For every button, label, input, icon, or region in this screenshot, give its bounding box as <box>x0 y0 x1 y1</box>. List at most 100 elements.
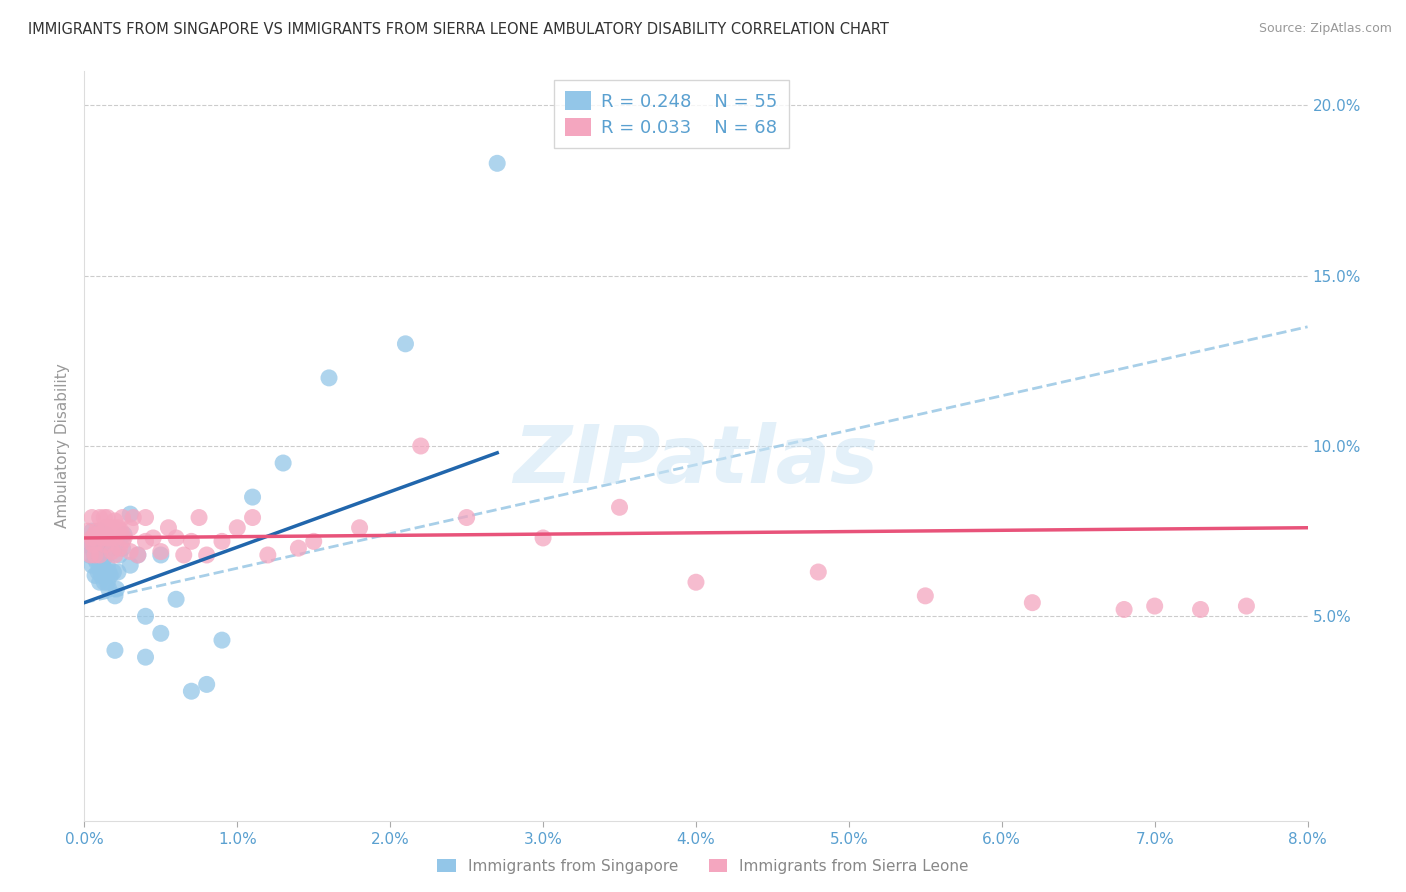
Y-axis label: Ambulatory Disability: Ambulatory Disability <box>55 364 70 528</box>
Immigrants from Singapore <box>96 558 118 573</box>
Immigrants from Sierra Leone <box>76 524 98 538</box>
Immigrants from Sierra Leone <box>104 531 127 545</box>
Immigrants from Singapore <box>79 534 101 549</box>
Immigrants from Singapore <box>104 643 127 657</box>
Immigrants from Singapore <box>84 568 107 582</box>
Immigrants from Singapore <box>111 541 134 556</box>
Immigrants from Singapore <box>127 548 149 562</box>
Immigrants from Singapore <box>89 575 111 590</box>
Text: IMMIGRANTS FROM SINGAPORE VS IMMIGRANTS FROM SIERRA LEONE AMBULATORY DISABILITY : IMMIGRANTS FROM SINGAPORE VS IMMIGRANTS … <box>28 22 889 37</box>
Immigrants from Sierra Leone <box>84 527 107 541</box>
Immigrants from Singapore <box>86 541 108 556</box>
Immigrants from Singapore <box>112 527 135 541</box>
Immigrants from Sierra Leone <box>97 521 120 535</box>
Immigrants from Singapore <box>486 156 509 170</box>
Immigrants from Singapore <box>318 371 340 385</box>
Legend: Immigrants from Singapore, Immigrants from Sierra Leone: Immigrants from Singapore, Immigrants fr… <box>432 853 974 880</box>
Immigrants from Sierra Leone <box>685 575 707 590</box>
Immigrants from Singapore <box>80 558 103 573</box>
Immigrants from Sierra Leone <box>409 439 432 453</box>
Immigrants from Sierra Leone <box>807 565 830 579</box>
Immigrants from Sierra Leone <box>105 527 128 541</box>
Immigrants from Sierra Leone <box>531 531 554 545</box>
Immigrants from Singapore <box>87 565 110 579</box>
Immigrants from Sierra Leone <box>149 544 172 558</box>
Immigrants from Sierra Leone <box>111 510 134 524</box>
Immigrants from Sierra Leone <box>142 531 165 545</box>
Immigrants from Singapore <box>195 677 218 691</box>
Immigrants from Singapore <box>135 650 157 665</box>
Immigrants from Sierra Leone <box>89 510 111 524</box>
Immigrants from Sierra Leone <box>180 534 202 549</box>
Immigrants from Singapore <box>89 561 111 575</box>
Immigrants from Singapore <box>108 548 131 562</box>
Immigrants from Sierra Leone <box>1114 602 1136 616</box>
Immigrants from Sierra Leone <box>120 521 142 535</box>
Immigrants from Singapore <box>76 538 98 552</box>
Immigrants from Sierra Leone <box>101 544 124 558</box>
Immigrants from Sierra Leone <box>195 548 218 562</box>
Immigrants from Sierra Leone <box>107 521 129 535</box>
Immigrants from Sierra Leone <box>157 521 180 535</box>
Immigrants from Singapore <box>211 633 233 648</box>
Immigrants from Sierra Leone <box>173 548 195 562</box>
Immigrants from Singapore <box>98 568 121 582</box>
Immigrants from Sierra Leone <box>122 510 145 524</box>
Immigrants from Sierra Leone <box>112 531 135 545</box>
Immigrants from Sierra Leone <box>1021 596 1043 610</box>
Legend: R = 0.248    N = 55, R = 0.033    N = 68: R = 0.248 N = 55, R = 0.033 N = 68 <box>554 80 789 148</box>
Immigrants from Sierra Leone <box>80 510 103 524</box>
Immigrants from Sierra Leone <box>104 514 127 528</box>
Immigrants from Singapore <box>87 548 110 562</box>
Immigrants from Sierra Leone <box>609 500 631 515</box>
Immigrants from Sierra Leone <box>89 548 111 562</box>
Immigrants from Sierra Leone <box>110 524 132 538</box>
Immigrants from Sierra Leone <box>211 534 233 549</box>
Immigrants from Sierra Leone <box>188 510 211 524</box>
Immigrants from Singapore <box>93 575 115 590</box>
Immigrants from Singapore <box>107 565 129 579</box>
Immigrants from Sierra Leone <box>120 544 142 558</box>
Immigrants from Sierra Leone <box>94 521 117 535</box>
Immigrants from Singapore <box>83 544 105 558</box>
Immigrants from Singapore <box>89 524 111 538</box>
Immigrants from Singapore <box>135 609 157 624</box>
Immigrants from Sierra Leone <box>456 510 478 524</box>
Immigrants from Sierra Leone <box>108 541 131 556</box>
Immigrants from Sierra Leone <box>80 531 103 545</box>
Immigrants from Singapore <box>91 541 114 556</box>
Immigrants from Sierra Leone <box>101 527 124 541</box>
Immigrants from Sierra Leone <box>79 548 101 562</box>
Immigrants from Sierra Leone <box>87 534 110 549</box>
Immigrants from Singapore <box>90 568 112 582</box>
Immigrants from Singapore <box>394 336 416 351</box>
Immigrants from Singapore <box>97 565 120 579</box>
Immigrants from Sierra Leone <box>257 548 280 562</box>
Immigrants from Singapore <box>83 531 105 545</box>
Immigrants from Sierra Leone <box>127 548 149 562</box>
Immigrants from Sierra Leone <box>914 589 936 603</box>
Immigrants from Singapore <box>80 524 103 538</box>
Immigrants from Sierra Leone <box>165 531 187 545</box>
Immigrants from Singapore <box>96 575 118 590</box>
Immigrants from Singapore <box>94 565 117 579</box>
Immigrants from Sierra Leone <box>1236 599 1258 613</box>
Immigrants from Singapore <box>103 565 125 579</box>
Immigrants from Singapore <box>77 548 100 562</box>
Immigrants from Singapore <box>101 541 124 556</box>
Immigrants from Sierra Leone <box>93 510 115 524</box>
Immigrants from Sierra Leone <box>77 534 100 549</box>
Immigrants from Singapore <box>149 548 172 562</box>
Immigrants from Sierra Leone <box>94 538 117 552</box>
Text: ZIPatlas: ZIPatlas <box>513 422 879 500</box>
Immigrants from Sierra Leone <box>349 521 371 535</box>
Immigrants from Sierra Leone <box>84 548 107 562</box>
Text: Source: ZipAtlas.com: Source: ZipAtlas.com <box>1258 22 1392 36</box>
Immigrants from Sierra Leone <box>242 510 264 524</box>
Immigrants from Singapore <box>120 558 142 573</box>
Immigrants from Sierra Leone <box>86 524 108 538</box>
Immigrants from Singapore <box>97 582 120 596</box>
Immigrants from Sierra Leone <box>91 531 114 545</box>
Immigrants from Sierra Leone <box>1189 602 1212 616</box>
Immigrants from Sierra Leone <box>83 538 105 552</box>
